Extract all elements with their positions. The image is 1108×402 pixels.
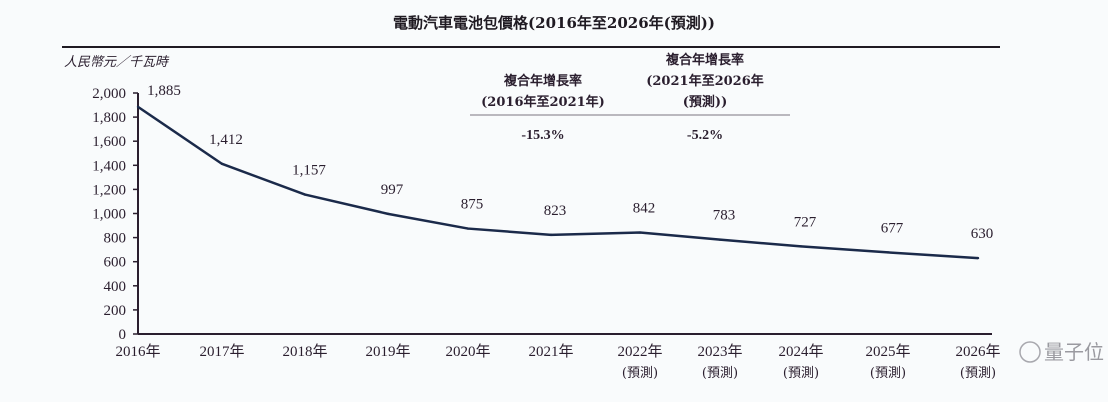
x-tick-label: 2020年 [445,343,490,360]
data-label: 677 [881,220,904,236]
cagr-2-header-line-2: (2021年至2026年 [646,73,764,89]
data-label: 630 [971,226,994,242]
x-tick-label: 2019年 [365,343,410,360]
cagr-2-header-line-1: 複合年增長率 [665,52,744,68]
watermark-logo-icon [1019,341,1041,363]
data-label: 1,157 [292,163,326,179]
cagr-2-header-line-3: (預測)) [683,94,727,110]
y-axis-unit-label: 人民幣元／千瓦時 [64,55,170,70]
data-label: 997 [381,182,404,198]
data-point [549,233,553,237]
cagr-1-header-line-2: (2016年至2021年) [481,94,605,110]
series [136,105,980,260]
data-label: 783 [713,208,736,224]
x-tick-forecast-note: (預測) [960,366,996,381]
data-point [466,227,470,230]
x-tick-label: 2017年 [199,343,244,360]
cagr-table: 複合年增長率 (2016年至2021年) 複合年增長率 (2021年至2026年… [470,52,790,143]
data-label: 842 [633,201,656,217]
data-label: 875 [461,197,484,213]
data-label: 727 [794,214,817,230]
y-tick-label: 600 [104,255,127,271]
x-tick-forecast-note: (預測) [870,366,906,381]
data-label: 823 [544,203,567,219]
y-tick-label: 400 [104,279,127,295]
y-tick-label: 800 [104,231,127,247]
x-tick-label: 2025年 [865,343,910,360]
data-point [718,238,722,241]
data-point [136,105,140,109]
x-tick-label: 2021年 [528,343,573,360]
chart-title: 電動汽車電池包價格(2016年至2026年(預測)) [393,14,715,32]
data-point [638,231,642,234]
cagr-1-value: -15.3% [521,128,564,143]
y-tick-label: 1,400 [92,158,126,174]
watermark: 量子位 [1019,340,1104,364]
watermark-text: 量子位 [1044,340,1104,364]
y-tick-label: 200 [104,303,127,319]
y-tick-label: 1,200 [92,182,126,198]
cagr-2-value: -5.2% [687,128,723,143]
x-tick-label: 2022年 [617,343,662,360]
x-tick-label: 2018年 [282,343,327,360]
x-tick-label: 2016年 [115,343,160,360]
y-tick-label: 0 [119,327,127,343]
x-tick-label: 2023年 [697,343,742,360]
x-tick-label: 2026年 [955,343,1000,360]
x-axis-ticks: 2016年 2017年 2018年 2019年 2020年 2021年 2022年 (預測) 2… [115,343,1000,381]
cagr-1-header-line-1: 複合年增長率 [503,73,582,89]
x-tick-forecast-note: (預測) [622,366,658,381]
data-point [799,245,803,248]
y-tick-label: 1,600 [92,134,126,150]
data-point [886,251,890,254]
data-point [976,256,980,260]
y-tick-label: 2,000 [92,86,126,102]
x-tick-forecast-note: (預測) [702,366,738,381]
data-point [220,162,224,166]
x-tick-label: 2024年 [778,343,823,360]
data-labels: 1,885 1,412 1,157 997 875 823 842 783 727 677 630 [147,83,993,242]
y-tick-label: 1,800 [92,110,126,126]
y-axis-ticks: 0 200 400 600 800 1,000 1,200 1,400 1,600 1,800 2,… [92,86,138,343]
data-point [386,212,390,216]
data-label: 1,412 [209,132,243,148]
data-point [303,193,307,196]
x-tick-forecast-note: (預測) [783,366,819,381]
y-tick-label: 1,000 [92,207,126,223]
data-label: 1,885 [147,83,181,99]
